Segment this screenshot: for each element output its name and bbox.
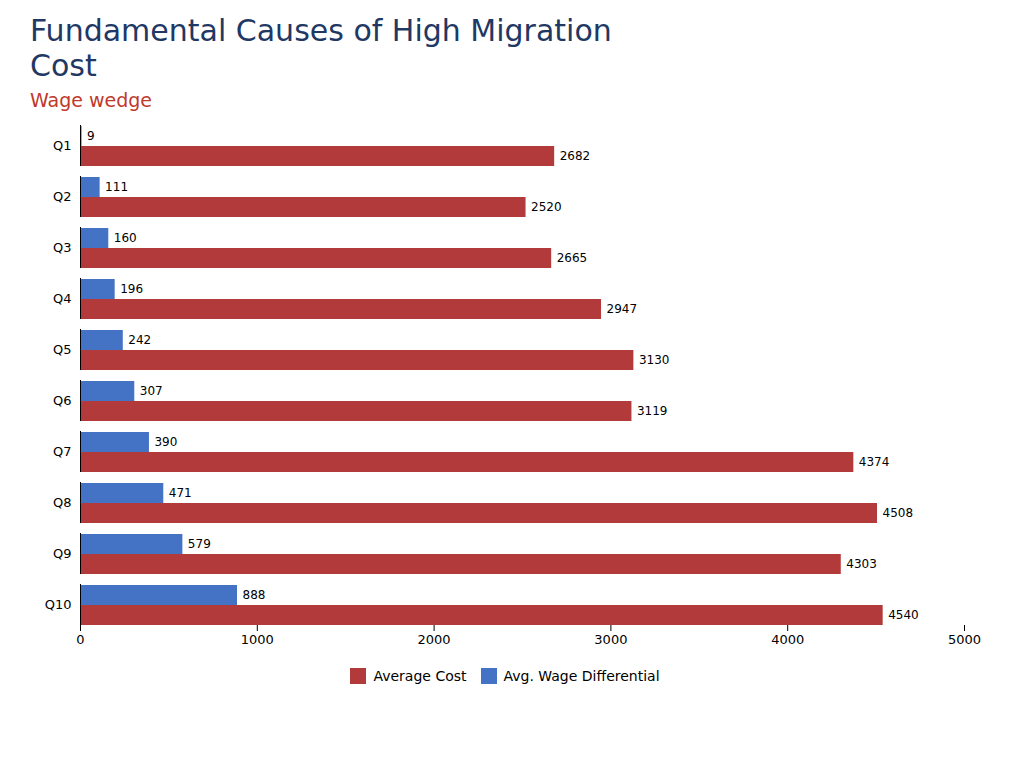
svg-text:2000: 2000	[418, 632, 451, 647]
svg-text:2520: 2520	[531, 200, 562, 214]
svg-text:111: 111	[105, 180, 128, 194]
svg-text:0: 0	[76, 632, 84, 647]
svg-text:Q1: Q1	[53, 138, 72, 153]
svg-text:160: 160	[114, 231, 137, 245]
svg-text:888: 888	[242, 588, 265, 602]
svg-text:2665: 2665	[557, 251, 588, 265]
svg-text:Q8: Q8	[53, 495, 72, 510]
svg-text:1000: 1000	[241, 632, 274, 647]
svg-text:307: 307	[140, 384, 163, 398]
svg-text:4508: 4508	[883, 506, 914, 520]
svg-text:Q6: Q6	[53, 393, 72, 408]
html-text:Fundamental Causes of High Mig: Fundamental Causes of High Migration Cos…	[30, 13, 612, 83]
svg-text:Q5: Q5	[53, 342, 72, 357]
svg-text:Q4: Q4	[53, 291, 72, 306]
svg-text:Q7: Q7	[53, 444, 72, 459]
html-text:Average Cost: Average Cost	[373, 667, 467, 684]
svg-text:4540: 4540	[888, 608, 919, 622]
svg-text:Q9: Q9	[53, 546, 72, 561]
svg-text:2682: 2682	[560, 149, 591, 163]
svg-text:2947: 2947	[607, 302, 638, 316]
svg-text:579: 579	[188, 537, 211, 551]
svg-text:9: 9	[87, 129, 95, 143]
svg-text:Q3: Q3	[53, 240, 72, 255]
svg-text:3000: 3000	[594, 632, 627, 647]
svg-text:5000: 5000	[948, 632, 981, 647]
svg-text:4000: 4000	[771, 632, 804, 647]
html-text:Wage wedge: Wage wedge	[30, 89, 152, 111]
svg-text:4303: 4303	[846, 557, 877, 571]
svg-text:4374: 4374	[859, 455, 890, 469]
svg-text:390: 390	[154, 435, 177, 449]
svg-text:242: 242	[128, 333, 151, 347]
svg-text:3119: 3119	[637, 404, 668, 418]
svg-text:Q10: Q10	[45, 597, 72, 612]
svg-text:471: 471	[169, 486, 192, 500]
svg-text:Q2: Q2	[53, 189, 72, 204]
svg-text:196: 196	[120, 282, 143, 296]
html-text:Avg. Wage Differential: Avg. Wage Differential	[503, 667, 660, 684]
svg-text:3130: 3130	[639, 353, 670, 367]
